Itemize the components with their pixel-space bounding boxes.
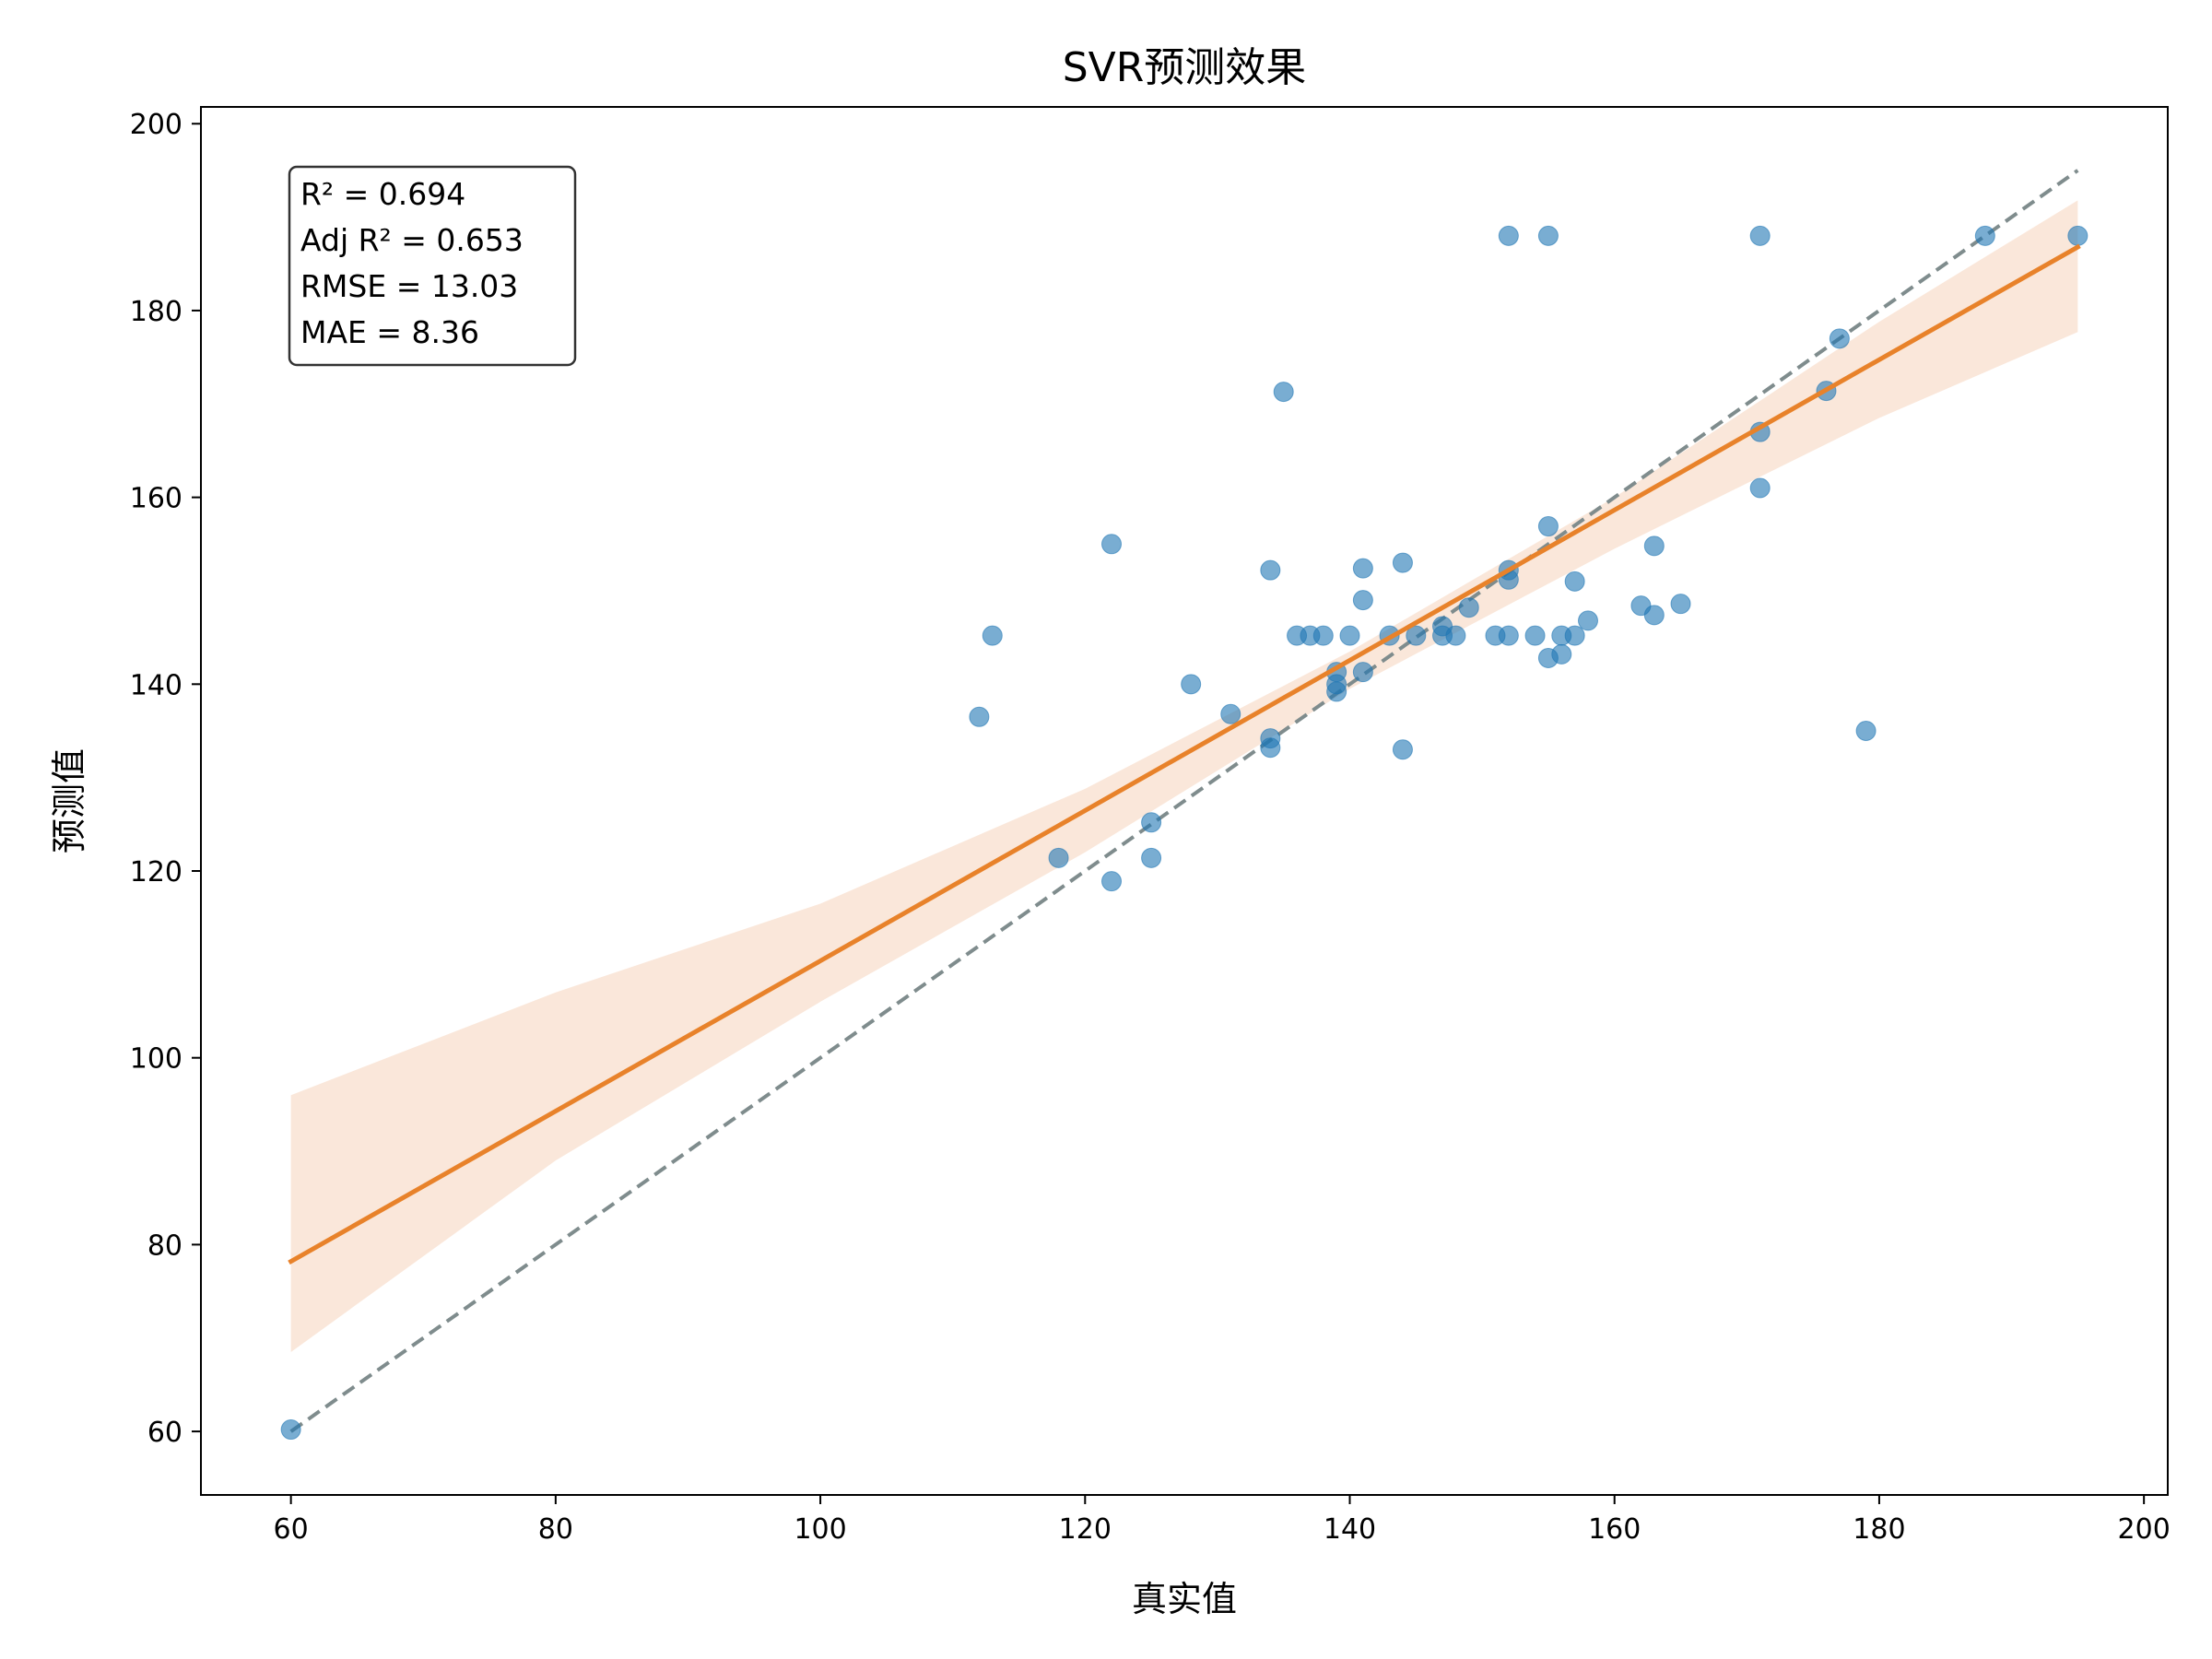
data-point [1392,739,1413,760]
data-point [1537,225,1559,246]
data-point [1855,720,1877,741]
fit-line-layer [288,243,2081,1265]
data-point [1312,625,1334,646]
confidence-band-layer [290,200,2078,1352]
data-point [982,625,1003,646]
data-point [1564,571,1585,592]
x-tick-label: 200 [2118,1513,2171,1546]
data-point [1406,625,1427,646]
data-point [1578,610,1599,631]
y-tick-label: 160 [130,483,182,515]
data-point [1643,535,1665,557]
data-point [1392,552,1413,573]
x-tick-label: 60 [274,1513,309,1546]
identity-line-layer [289,169,2079,1433]
data-point [1498,225,1519,246]
data-point [2067,225,2088,246]
data-point [1260,559,1281,581]
data-point [1352,558,1373,579]
stats-r2: R² = 0.694 [300,176,465,212]
data-point [1141,847,1162,868]
stats-box: R² = 0.694 Adj R² = 0.653 RMSE = 13.03 M… [288,165,577,367]
y-tick-label: 200 [130,109,182,141]
data-point [969,706,990,727]
data-point [1048,847,1069,868]
confidence-band [290,200,2078,1352]
data-point [1551,643,1572,665]
y-axis-title: 预测值 [49,748,89,853]
data-point [1564,625,1585,646]
data-point [1643,605,1665,626]
stats-adj-r2: Adj R² = 0.653 [300,222,524,258]
x-axis-title: 真实值 [1132,1579,1237,1619]
data-point [1260,737,1281,759]
fit-line [288,243,2081,1265]
data-point [1101,871,1123,892]
data-point [1829,328,1850,349]
data-point [1498,625,1519,646]
data-point [1670,594,1691,615]
data-point [1537,516,1559,537]
data-point [1352,662,1373,683]
data-point [1101,534,1123,555]
y-tick-label: 80 [147,1230,182,1262]
plot-frame [200,106,2169,1496]
data-point [280,1419,301,1441]
y-tick-label: 180 [130,296,182,328]
data-point [1524,625,1546,646]
x-tick-label: 180 [1853,1513,1905,1546]
data-point [1749,225,1771,246]
data-point [1220,703,1241,724]
y-tick-label: 100 [130,1043,182,1076]
ticks-layer: 60 80 100 120 140 160 180 200 60 80 100 120 140 160 18… [130,109,2171,1546]
x-tick-label: 120 [1059,1513,1112,1546]
data-point [1458,597,1479,618]
data-point [1352,590,1373,611]
y-tick-label: 120 [130,856,182,888]
chart-title: SVR预测效果 [1063,44,1307,91]
y-tick-label: 60 [147,1417,182,1449]
x-tick-label: 160 [1588,1513,1641,1546]
data-point [1326,681,1347,702]
x-tick-label: 80 [538,1513,573,1546]
data-point [1749,477,1771,499]
data-point [1141,812,1162,833]
points-layer [280,225,2088,1441]
x-tick-label: 140 [1324,1513,1376,1546]
data-point [1445,625,1466,646]
y-tick-label: 140 [130,669,182,701]
data-point [1339,625,1360,646]
x-tick-label: 100 [794,1513,846,1546]
stats-box-frame [288,165,577,367]
data-point [1181,674,1202,695]
stats-rmse: RMSE = 13.03 [300,268,518,304]
data-point [1974,225,1995,246]
stats-mae: MAE = 8.36 [300,314,479,350]
identity-line [289,169,2079,1433]
data-point [1273,382,1294,403]
